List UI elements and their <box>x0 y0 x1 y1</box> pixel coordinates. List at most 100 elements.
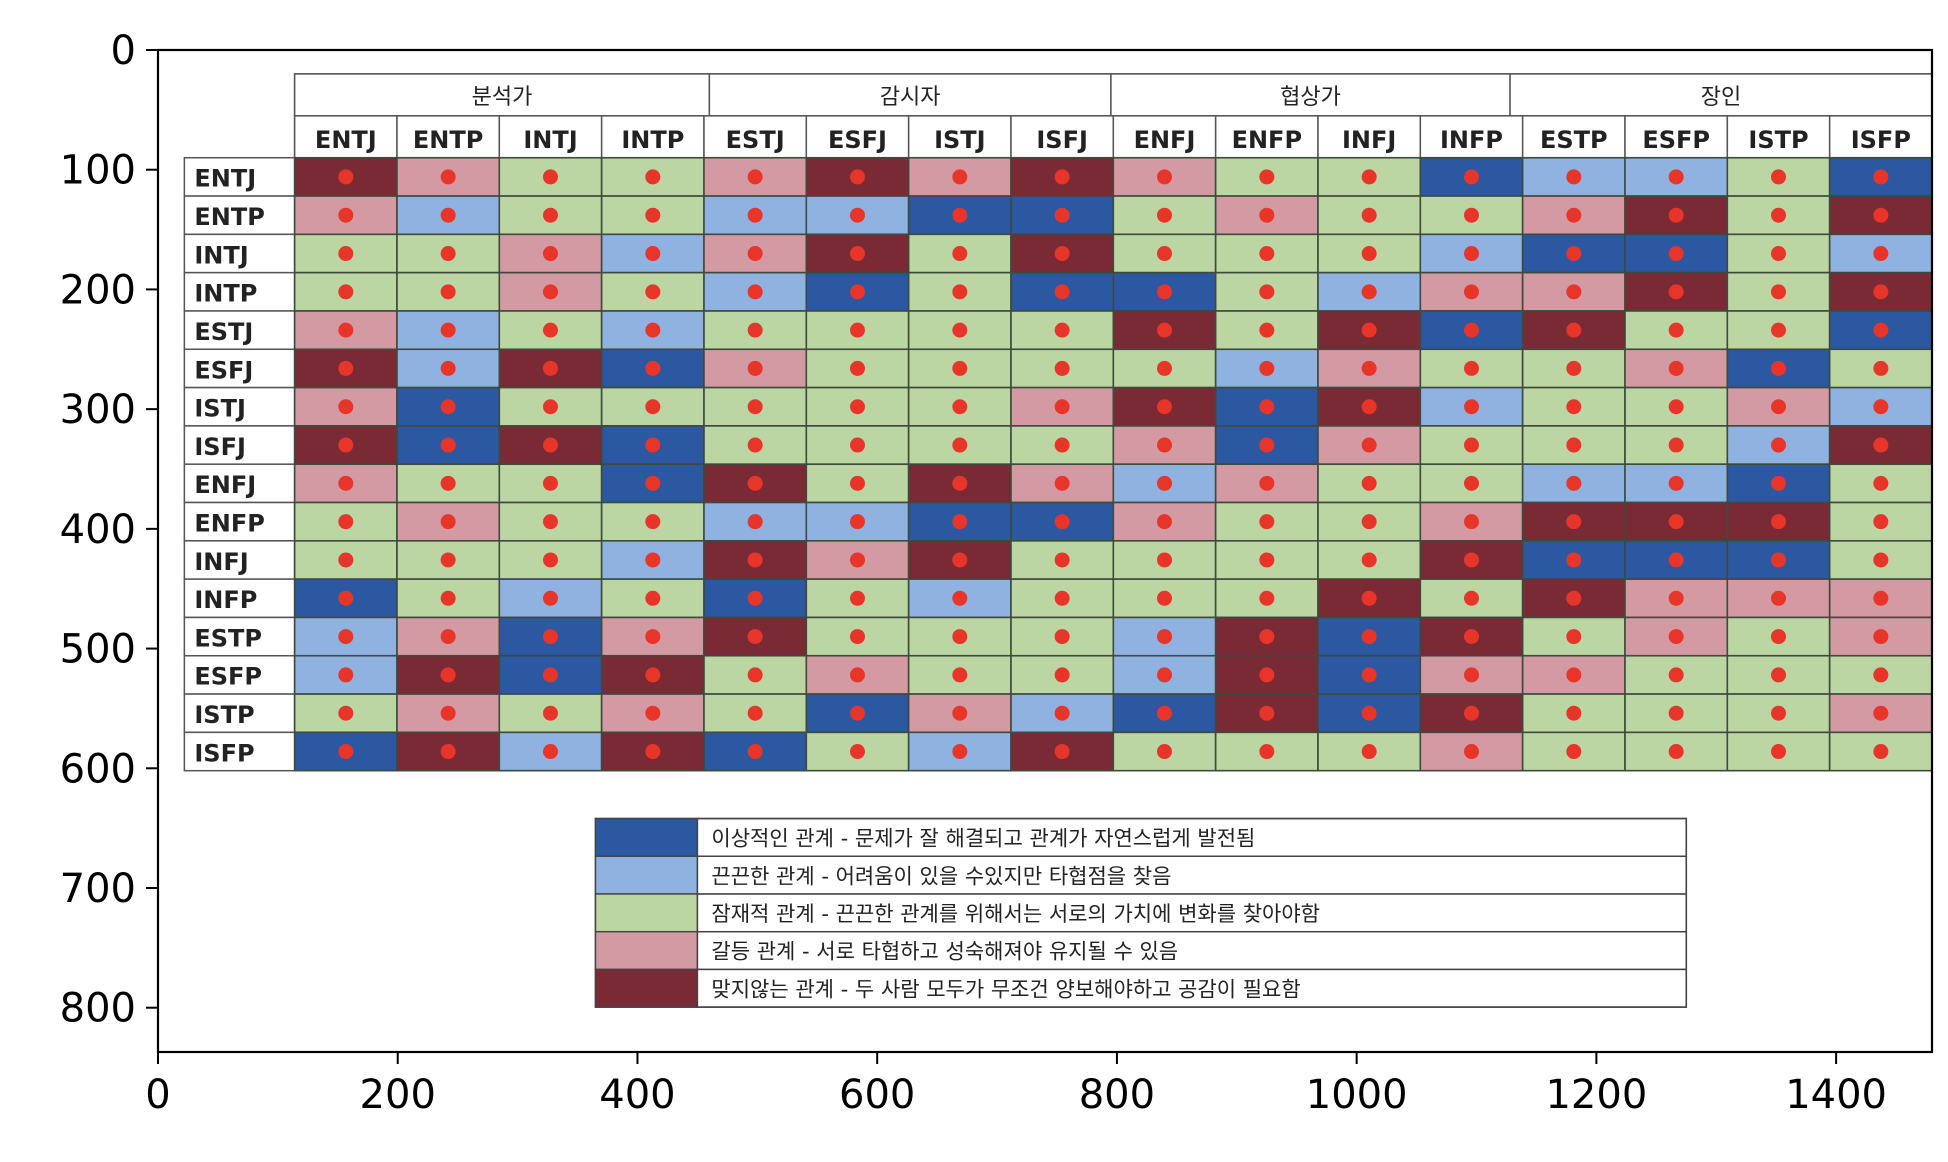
column-header-cell <box>1112 115 1217 159</box>
marker-point <box>1873 207 1889 223</box>
group-header-label: 장인 <box>1701 85 1741 110</box>
column-header-label: ISTP <box>1748 126 1808 154</box>
marker-point <box>440 552 456 568</box>
marker-point <box>1566 246 1582 262</box>
marker-point <box>747 284 763 300</box>
marker-point <box>645 475 661 491</box>
marker-point <box>1873 322 1889 338</box>
row-header-label: ESFJ <box>194 356 253 384</box>
marker-point <box>1770 322 1786 338</box>
marker-point <box>1566 590 1582 606</box>
marker-point <box>1259 744 1275 760</box>
marker-point <box>1361 322 1377 338</box>
marker-point <box>1770 399 1786 415</box>
x-tick-label: 400 <box>599 1072 675 1118</box>
marker-point <box>1156 552 1172 568</box>
marker-point <box>440 399 456 415</box>
marker-point <box>1668 475 1684 491</box>
marker-point <box>1770 207 1786 223</box>
legend-label: 끈끈한 관계 - 어려움이 있을 수있지만 타협점을 찾음 <box>711 864 1171 888</box>
marker-point <box>747 437 763 453</box>
row-header-label: ESFP <box>194 663 262 691</box>
marker-point <box>1463 246 1479 262</box>
marker-point <box>1873 629 1889 645</box>
marker-point <box>1361 207 1377 223</box>
x-tick-label: 1400 <box>1785 1072 1887 1118</box>
marker-point <box>1668 667 1684 683</box>
marker-point <box>1054 667 1070 683</box>
marker-point <box>1259 437 1275 453</box>
marker-point <box>1463 590 1479 606</box>
row-header-label: ENFJ <box>194 471 256 499</box>
marker-point <box>440 322 456 338</box>
marker-point <box>1054 284 1070 300</box>
marker-point <box>1873 552 1889 568</box>
column-header-cell <box>1828 115 1933 159</box>
marker-point <box>1668 399 1684 415</box>
marker-point <box>542 399 558 415</box>
row-header-label: ISTP <box>194 701 254 729</box>
y-tick-label: 500 <box>60 627 136 673</box>
marker-point <box>849 590 865 606</box>
marker-point <box>1156 590 1172 606</box>
marker-point <box>1566 475 1582 491</box>
axes: 0 200 400 600 800 1000 1200 1400 0 100 200 300 400 50… <box>60 28 1934 1118</box>
group-header-cell <box>708 73 1112 117</box>
marker-point <box>542 169 558 185</box>
column-header-label: INFJ <box>1342 126 1396 154</box>
marker-point <box>747 475 763 491</box>
marker-point <box>1361 590 1377 606</box>
marker-point <box>952 744 968 760</box>
marker-point <box>1770 437 1786 453</box>
column-header-label: ESTP <box>1540 126 1608 154</box>
marker-point <box>1463 744 1479 760</box>
marker-point <box>542 322 558 338</box>
legend-row <box>696 968 1687 1008</box>
marker-point <box>849 705 865 721</box>
marker-point <box>1361 437 1377 453</box>
marker-point <box>952 399 968 415</box>
marker-point <box>1156 284 1172 300</box>
marker-point <box>1668 629 1684 645</box>
marker-point <box>1566 744 1582 760</box>
marker-point <box>1770 360 1786 376</box>
marker-point <box>1156 246 1172 262</box>
marker-point <box>542 246 558 262</box>
marker-point <box>1566 667 1582 683</box>
marker-point <box>1361 475 1377 491</box>
marker-point <box>1770 744 1786 760</box>
marker-point <box>1361 705 1377 721</box>
marker-point <box>952 514 968 530</box>
marker-point <box>952 284 968 300</box>
marker-point <box>1770 514 1786 530</box>
marker-point <box>338 667 354 683</box>
marker-point <box>1668 590 1684 606</box>
marker-point <box>1770 284 1786 300</box>
heatmap-cell <box>1521 654 1626 695</box>
marker-point <box>1566 322 1582 338</box>
marker-point <box>1361 552 1377 568</box>
marker-point <box>952 552 968 568</box>
marker-point <box>952 475 968 491</box>
marker-point <box>542 514 558 530</box>
marker-point <box>747 552 763 568</box>
marker-point <box>440 284 456 300</box>
marker-point <box>1566 399 1582 415</box>
y-tick-label: 600 <box>60 746 136 792</box>
marker-point <box>952 667 968 683</box>
marker-point <box>338 475 354 491</box>
marker-point <box>1668 284 1684 300</box>
marker-point <box>849 437 865 453</box>
marker-point <box>1668 207 1684 223</box>
marker-point <box>747 322 763 338</box>
marker-point <box>338 246 354 262</box>
marker-point <box>1463 169 1479 185</box>
marker-point <box>952 322 968 338</box>
marker-point <box>1566 514 1582 530</box>
marker-point <box>1156 360 1172 376</box>
marker-point <box>1054 399 1070 415</box>
marker-point <box>952 437 968 453</box>
x-tick-label: 1200 <box>1545 1072 1647 1118</box>
marker-point <box>1054 360 1070 376</box>
marker-point <box>440 475 456 491</box>
